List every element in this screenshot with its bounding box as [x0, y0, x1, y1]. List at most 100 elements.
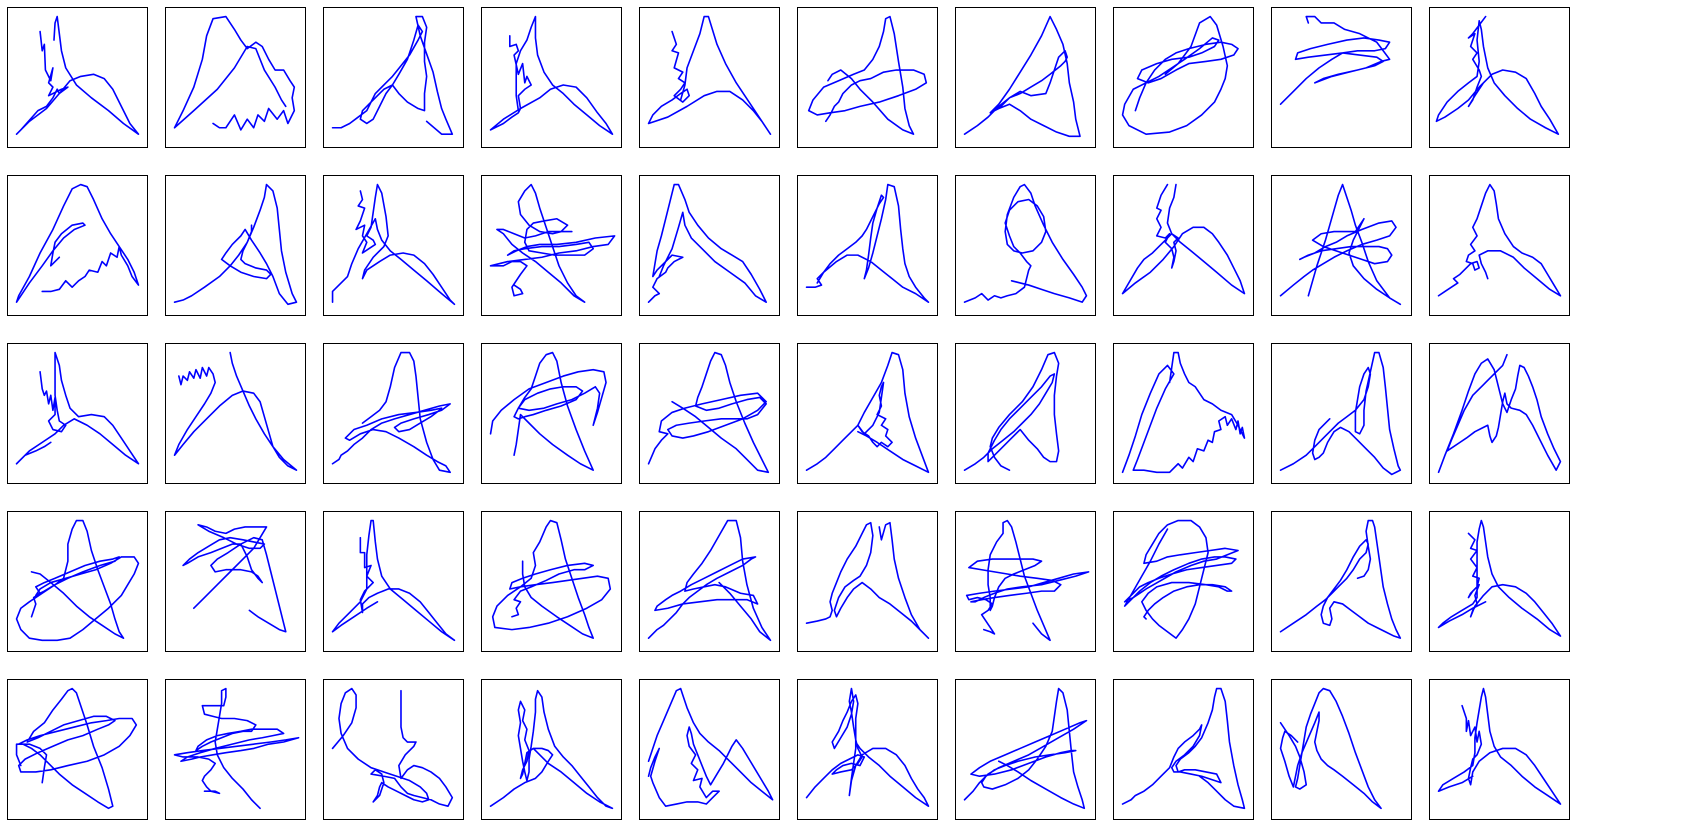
- sketch-canvas: [173, 15, 296, 131]
- sketch-canvas: [647, 687, 774, 807]
- sketch-canvas: [805, 687, 930, 807]
- sketch-canvas: [15, 183, 140, 303]
- sketch-canvas: [15, 15, 140, 135]
- sketch-panel-r5c1: [7, 679, 148, 820]
- sketch-panel-r2c3: [323, 175, 464, 316]
- sketch-stroke: [805, 687, 930, 807]
- sketch-stroke: [1279, 183, 1402, 306]
- sketch-stroke: [173, 183, 298, 306]
- sketch-panel-r4c9: [1271, 511, 1412, 652]
- sketch-panel-r4c10: [1429, 511, 1570, 652]
- sketch-canvas: [331, 183, 456, 306]
- sketch-canvas: [1437, 687, 1562, 805]
- sketch-stroke: [1121, 15, 1239, 135]
- sketch-panel-r1c1: [7, 7, 148, 148]
- sketch-panel-r2c8: [1113, 175, 1254, 316]
- sketch-stroke: [173, 351, 298, 471]
- sketch-panel-r1c6: [797, 7, 938, 148]
- sketch-stroke: [331, 687, 454, 807]
- sketch-panel-r4c8: [1113, 511, 1254, 652]
- sketch-stroke: [331, 183, 456, 306]
- sketch-stroke: [1279, 687, 1382, 810]
- sketch-canvas: [1437, 183, 1562, 297]
- sketch-canvas: [331, 687, 454, 807]
- sketch-canvas: [15, 351, 140, 465]
- sketch-stroke: [805, 351, 930, 474]
- sketch-stroke: [647, 687, 774, 807]
- sketch-canvas: [965, 519, 1090, 642]
- sketch-panel-r1c8: [1113, 7, 1254, 148]
- sketch-panel-r3c3: [323, 343, 464, 484]
- sketch-panel-r5c9: [1271, 679, 1412, 820]
- sketch-stroke: [182, 524, 287, 633]
- sketch-canvas: [1279, 519, 1402, 639]
- sketch-panel-r3c8: [1113, 343, 1254, 484]
- sketch-canvas: [173, 351, 298, 471]
- sketch-panel-r3c2: [165, 343, 306, 484]
- sketch-stroke: [331, 351, 451, 474]
- sketch-stroke: [331, 15, 454, 135]
- sketch-panel-r5c6: [797, 679, 938, 820]
- sketch-stroke: [805, 521, 930, 639]
- sketch-stroke: [805, 183, 930, 303]
- sketch-stroke: [15, 687, 138, 810]
- sketch-stroke: [963, 351, 1060, 471]
- sketch-canvas: [1279, 687, 1382, 810]
- sketch-panel-r1c4: [481, 7, 622, 148]
- sketch-panel-r1c2: [165, 7, 306, 148]
- sketch-panel-r3c10: [1429, 343, 1570, 484]
- sketch-canvas: [489, 183, 616, 303]
- sketch-stroke: [963, 183, 1088, 303]
- sketch-canvas: [647, 15, 772, 135]
- sketch-canvas: [963, 351, 1060, 471]
- sketch-panel-r2c5: [639, 175, 780, 316]
- sketch-panel-r2c9: [1271, 175, 1412, 316]
- sketch-canvas: [173, 183, 298, 306]
- sketch-stroke: [647, 519, 772, 642]
- sketch-stroke: [963, 687, 1088, 810]
- sketch-stroke: [15, 351, 140, 465]
- sketch-canvas: [1121, 351, 1246, 474]
- sketch-canvas: [647, 183, 767, 303]
- sketch-panel-r4c6: [797, 511, 938, 652]
- sketch-stroke: [1279, 351, 1402, 476]
- sketch-stroke: [807, 15, 928, 135]
- sketch-panel-r2c2: [165, 175, 306, 316]
- sketch-stroke: [489, 351, 607, 471]
- sketch-canvas: [647, 351, 770, 474]
- sketch-stroke: [489, 15, 614, 135]
- sketch-canvas: [1279, 15, 1391, 106]
- sketch-canvas: [963, 687, 1088, 810]
- sketch-canvas: [805, 351, 930, 474]
- sketch-canvas: [1279, 351, 1402, 476]
- sketch-stroke: [963, 15, 1081, 138]
- sketch-panel-r2c4: [481, 175, 622, 316]
- sketch-panel-r1c7: [955, 7, 1096, 148]
- sketch-canvas: [647, 519, 772, 642]
- sketch-stroke: [489, 183, 616, 303]
- sketch-canvas: [963, 183, 1088, 303]
- sketch-stroke: [647, 183, 767, 303]
- sketch-panel-r3c4: [481, 343, 622, 484]
- sketch-stroke: [1437, 353, 1562, 474]
- sketch-panel-r4c5: [639, 511, 780, 652]
- sketch-panel-r4c4: [481, 511, 622, 652]
- sketch-stroke: [965, 519, 1090, 642]
- sketch-panel-r3c6: [797, 343, 938, 484]
- sketch-canvas: [805, 521, 930, 639]
- sketch-panel-r2c6: [797, 175, 938, 316]
- sketch-panel-r4c2: [165, 511, 306, 652]
- sketch-stroke: [489, 689, 614, 810]
- sketch-canvas: [15, 687, 138, 810]
- sketch-panel-r3c1: [7, 343, 148, 484]
- sketch-canvas: [1123, 519, 1239, 639]
- sketch-panel-r3c5: [639, 343, 780, 484]
- sketch-canvas: [182, 524, 287, 633]
- sketch-canvas: [331, 15, 454, 135]
- sketch-panel-r3c9: [1271, 343, 1412, 484]
- sketch-stroke: [647, 15, 772, 135]
- sketch-panel-r5c3: [323, 679, 464, 820]
- sketch-stroke: [1279, 519, 1402, 639]
- sketch-canvas: [1121, 687, 1246, 810]
- sketch-canvas: [489, 15, 614, 135]
